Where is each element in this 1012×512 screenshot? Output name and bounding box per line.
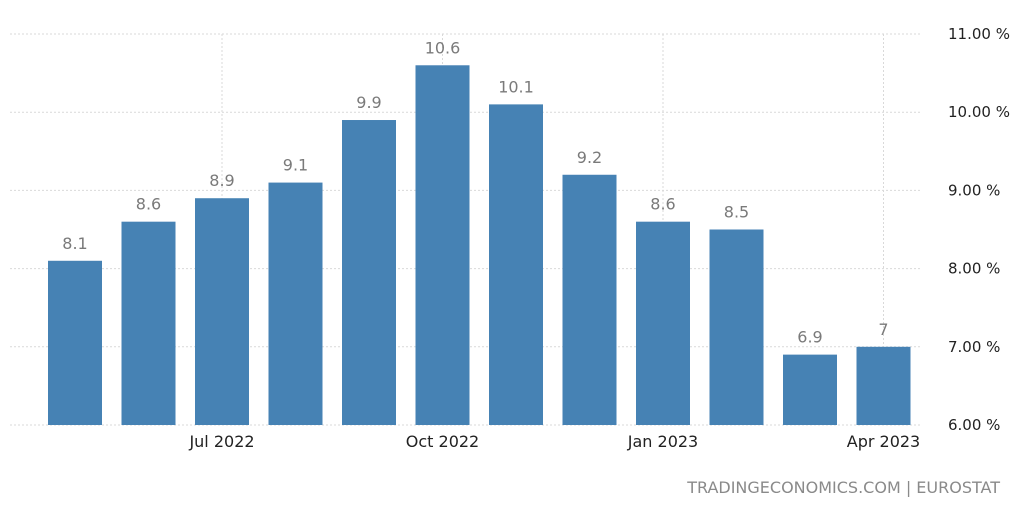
x-axis: Jul 2022 Oct 2022 Jan 2023 Apr 2023 <box>188 432 920 451</box>
bar-value-label: 9.2 <box>577 148 602 167</box>
bar <box>783 354 837 425</box>
y-tick-label: 9.00 % <box>948 181 1000 199</box>
bar-value-label: 10.6 <box>425 38 461 57</box>
bar-value-label: 6.9 <box>797 328 822 347</box>
bar-value-label: 10.1 <box>498 77 534 96</box>
bar-value-label: 9.9 <box>356 93 381 112</box>
bar <box>48 260 102 425</box>
y-tick-label: 6.00 % <box>948 416 1000 434</box>
bar <box>709 229 764 425</box>
bar <box>856 346 911 425</box>
bar <box>415 65 470 425</box>
y-tick-label: 10.00 % <box>948 103 1010 121</box>
y-tick-label: 11.00 % <box>948 25 1010 43</box>
bar-labels: 8.1 8.6 8.9 9.1 9.9 10.6 10.1 9.2 8.6 8.5 6.9 7 <box>62 38 888 346</box>
bar <box>489 104 543 425</box>
bar-value-label: 8.9 <box>209 171 234 190</box>
bar-value-label: 8.1 <box>62 234 87 253</box>
x-tick-label: Oct 2022 <box>406 432 479 451</box>
bar <box>121 221 176 425</box>
bar <box>342 120 396 426</box>
y-axis: 6.00 % 7.00 % 8.00 % 9.00 % 10.00 % 11.00 % <box>948 25 1010 434</box>
bar-value-label: 7 <box>878 320 888 339</box>
bar <box>195 198 249 425</box>
bar <box>268 182 323 425</box>
bar-value-label: 8.6 <box>650 195 675 214</box>
y-tick-label: 7.00 % <box>948 338 1000 356</box>
x-tick-label: Jan 2023 <box>627 432 698 451</box>
bars <box>48 65 911 426</box>
bar-value-label: 9.1 <box>283 156 308 175</box>
bar <box>636 221 690 425</box>
x-tick-label: Apr 2023 <box>847 432 920 451</box>
x-tick-label: Jul 2022 <box>188 432 254 451</box>
source-label: TRADINGECONOMICS.COM | EUROSTAT <box>687 478 1000 497</box>
bar-value-label: 8.6 <box>136 195 161 214</box>
bar-value-label: 8.5 <box>724 203 749 222</box>
y-tick-label: 8.00 % <box>948 260 1000 278</box>
bar <box>562 174 617 425</box>
